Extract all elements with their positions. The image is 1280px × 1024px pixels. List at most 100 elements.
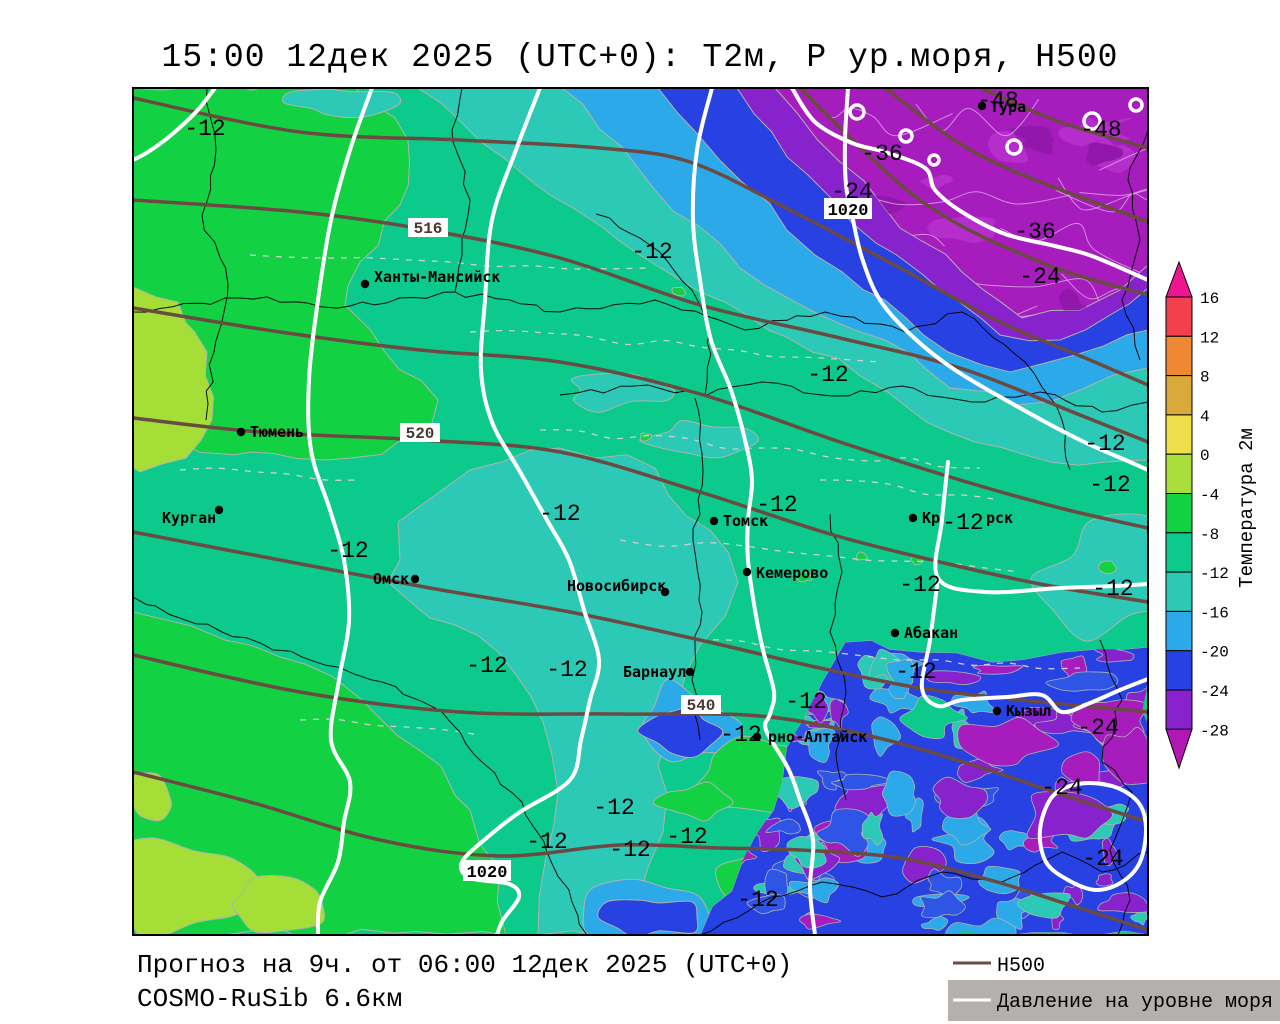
- temperature-region: [1095, 873, 1114, 887]
- temp-contour-label: -36: [1014, 219, 1055, 245]
- pressure-contour-ring: [1128, 97, 1144, 113]
- sub-isotherm-line: [854, 191, 1075, 206]
- admin-border-line: [829, 513, 847, 801]
- pressure-legend-label: Давление на уровне моря: [997, 991, 1273, 1014]
- colorbar-band: [1165, 689, 1193, 730]
- colorbar-tick-label: 16: [1200, 290, 1219, 308]
- temperature-region: [1045, 671, 1119, 692]
- temperature-region: [789, 877, 839, 904]
- temp-contour-label: -12: [593, 795, 634, 821]
- city-dot: [360, 279, 370, 289]
- city-label: Абакан: [904, 624, 958, 642]
- pressure-label: 1020: [467, 864, 508, 883]
- pressure-contour-ring: [848, 103, 866, 121]
- temperature-region: [133, 837, 262, 935]
- city-dot: [709, 516, 719, 526]
- city-marker: Тюмень: [236, 423, 304, 441]
- h500-label: 516: [414, 220, 443, 238]
- admin-border-line: [691, 397, 704, 741]
- temperature-region: [957, 717, 1059, 767]
- h500-label-box: [408, 218, 448, 237]
- sub-isotherm-line: [179, 467, 361, 481]
- temp-contour-label: -24: [1041, 775, 1082, 801]
- temp-contour-label: -12: [899, 572, 940, 598]
- sub-isotherm-line: [1079, 182, 1148, 210]
- colorbar-tick-label: -4: [1200, 487, 1219, 505]
- pressure-label-box: [463, 860, 511, 881]
- temperature-region: [797, 570, 813, 583]
- colorbar-tick-label: -8: [1200, 526, 1219, 544]
- temp-contour-label: -36: [861, 141, 902, 167]
- city-label: Курган: [162, 509, 216, 527]
- temp-contour-label: -12: [895, 659, 936, 685]
- temperature-region: [1097, 560, 1117, 574]
- temperature-region: [570, 372, 676, 413]
- city-marker: Кемерово: [742, 564, 828, 582]
- h500-label: 520: [406, 425, 435, 443]
- temp-contour-label: -12: [184, 116, 225, 142]
- temp-contour-label: -48: [1080, 117, 1121, 143]
- colorbar-title: Температура 2м: [1236, 428, 1258, 588]
- pressure-contour-line: [790, 88, 1148, 282]
- footer: Прогноз на 9ч. от 06:00 12дек 2025 (UTC+…: [137, 950, 792, 1014]
- city-marker: рно-Алтайск: [752, 728, 867, 746]
- pressure-label: 1020: [828, 202, 869, 221]
- pressure-contour-ring: [1082, 111, 1102, 131]
- temperature-region: [920, 916, 949, 931]
- pressure-contour-line: [933, 460, 1148, 595]
- temperature-region: [925, 670, 982, 686]
- admin-border-line: [595, 213, 712, 397]
- colorbar-tick-label: -12: [1200, 565, 1229, 583]
- h500-contour-line: [133, 198, 1148, 444]
- temperature-region: [597, 899, 699, 935]
- temperature-region: [861, 811, 884, 846]
- city-label: Томск: [723, 512, 768, 530]
- temp-contour-label: -12: [737, 887, 778, 913]
- temperature-region: [942, 810, 992, 846]
- colorbar-band: [1165, 375, 1193, 416]
- temp-contour-label: -12: [1092, 576, 1133, 602]
- city-dot: [214, 505, 224, 515]
- city-marker: Кр рск: [908, 509, 1013, 527]
- temp-contour-label: -12: [1089, 472, 1130, 498]
- temp-contour-label: -12: [785, 689, 826, 715]
- temp-contour-label: -12: [539, 501, 580, 527]
- temperature-region: [231, 874, 325, 934]
- forecast-info-line: Прогноз на 9ч. от 06:00 12дек 2025 (UTC+…: [137, 950, 792, 980]
- colorbar-tick-label: 8: [1200, 369, 1210, 387]
- city-label: Новосибирск: [567, 577, 666, 595]
- page-title: 15:00 12дек 2025 (UTC+0): Т2м, P ур.моря…: [162, 39, 1119, 76]
- city-marker: Барнаул: [623, 663, 695, 681]
- pressure-contour-ring: [1005, 138, 1023, 156]
- h500-contour-line: [978, 88, 1148, 150]
- city-label: Кызыл: [1006, 702, 1051, 720]
- colorbar-band: [1165, 453, 1193, 495]
- colorbar-band: [1165, 610, 1193, 652]
- temperature-region: [786, 836, 827, 869]
- pressure-contour-line: [133, 88, 217, 162]
- temperature-region: [652, 781, 734, 822]
- pressure-contour-line: [306, 88, 374, 935]
- sub-isotherm-line: [699, 639, 1081, 670]
- colorbar-tick-label: 12: [1200, 329, 1219, 347]
- city-label: Тюмень: [250, 423, 304, 441]
- pressure-contour-ring: [898, 128, 914, 144]
- city-label: Ханты-Мансийск: [374, 268, 500, 286]
- temp-contour-label: -24: [1082, 846, 1123, 872]
- temperature-region: [671, 286, 687, 297]
- pressure-contour-line: [842, 88, 1148, 472]
- admin-border-line: [451, 88, 471, 293]
- city-dot: [660, 587, 670, 597]
- temperature-region: [920, 174, 953, 190]
- temperature-region: [133, 772, 172, 822]
- city-marker: Абакан: [890, 624, 958, 642]
- h500-label: 540: [687, 697, 716, 715]
- colorbar-band: [1165, 571, 1193, 612]
- h500-contour-line: [133, 96, 1148, 387]
- temp-contour-label: -12: [466, 653, 507, 679]
- temp-contour-label: -12: [666, 824, 707, 850]
- temp-contour-label: -12: [1084, 431, 1125, 457]
- colorbar-band: [1165, 335, 1193, 377]
- colorbar-band: [1165, 414, 1193, 455]
- h500-contour-line: [883, 88, 1148, 224]
